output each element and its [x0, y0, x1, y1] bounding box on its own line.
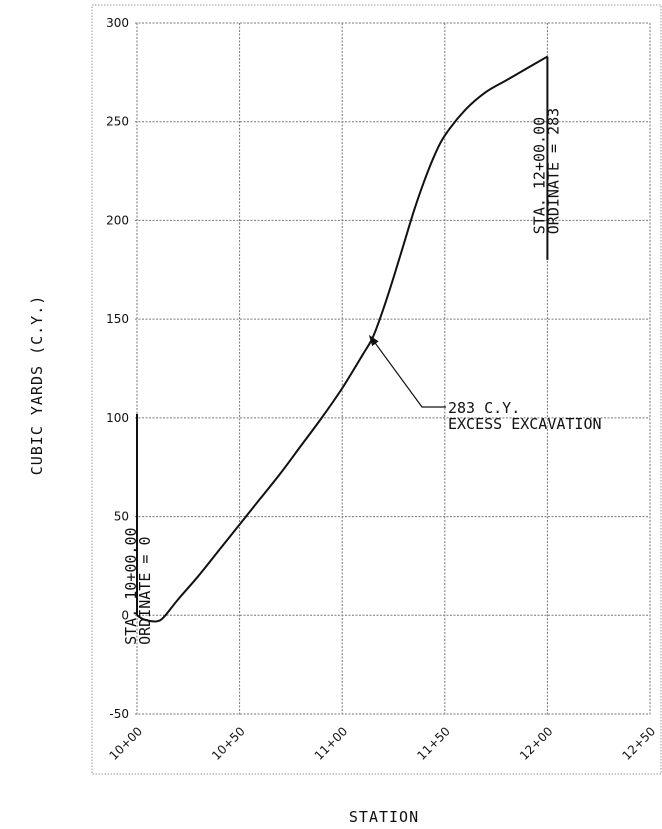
y-tick-label: 100 [106, 411, 129, 425]
grid [135, 22, 651, 716]
mass-haul-curve [136, 55, 548, 623]
y-axis-title: CUBIC YARDS (C.Y.) [28, 295, 46, 476]
y-tick-label: 250 [106, 115, 129, 129]
excess-excavation-label: 283 C.Y. [448, 399, 520, 417]
start-station-label: ORDINATE = 0 [136, 537, 154, 645]
x-tick-label: 11+50 [414, 724, 453, 763]
x-tick-label: 10+00 [107, 724, 146, 763]
x-axis-title: STATION [349, 808, 419, 826]
x-tick-label: 12+50 [620, 724, 659, 763]
y-tick-label: 0 [121, 608, 129, 622]
x-tick-label: 11+00 [312, 724, 351, 763]
y-tick-label: 300 [106, 16, 129, 30]
plot-border [91, 4, 662, 775]
tick-labels: -50 0 50 100 150 200 250 300 10+00 10+50 11+00 11+5… [106, 16, 658, 763]
callout-leader [372, 339, 446, 408]
end-station-label: ORDINATE = 283 [544, 108, 562, 234]
start-station-label: STA. 10+00.00 [122, 527, 140, 644]
y-tick-label: -50 [109, 707, 129, 721]
plot-frame [91, 4, 662, 775]
excess-excavation-label: EXCESS EXCAVATION [448, 415, 602, 433]
x-tick-label: 10+50 [209, 724, 248, 763]
x-tick-label: 12+00 [517, 724, 556, 763]
end-station-label: STA. 12+00.00 [530, 117, 548, 234]
y-tick-label: 50 [114, 510, 129, 524]
y-tick-label: 150 [106, 312, 129, 326]
callout-arrowhead [368, 334, 379, 347]
y-tick-label: 200 [106, 213, 129, 227]
